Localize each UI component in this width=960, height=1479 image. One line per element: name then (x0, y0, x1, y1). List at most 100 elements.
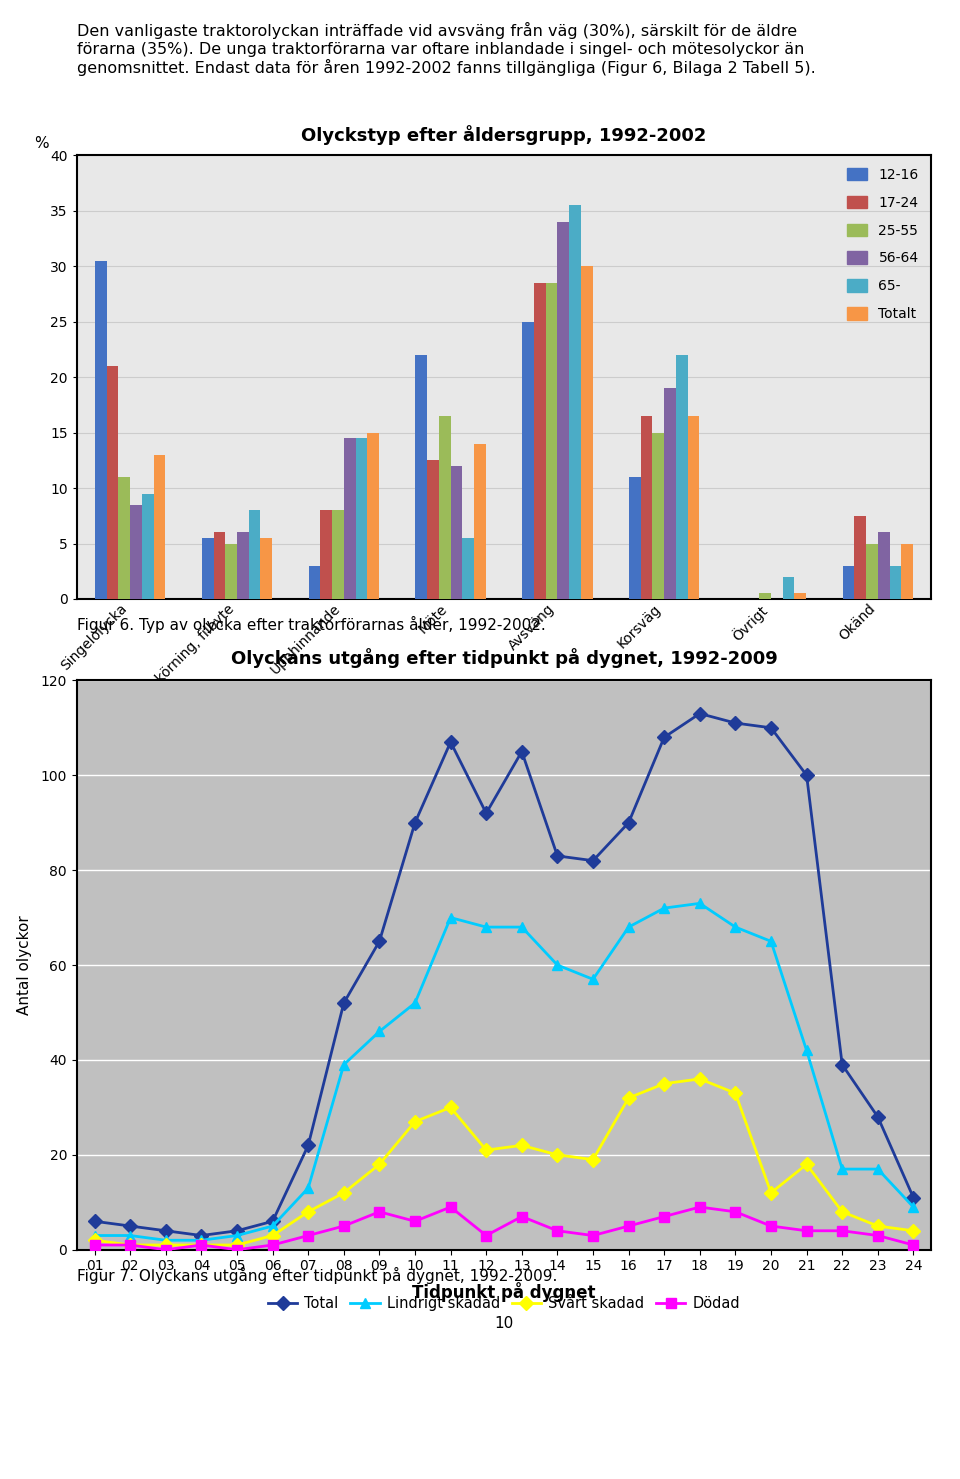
Svårt skadad (302, 1202, 314, 1220)
Total (196, 1226, 207, 1244)
Lindrigt skadad (480, 918, 492, 936)
Legend: 12-16, 17-24, 25-55, 56-64, 65-, Totalt: 12-16, 17-24, 25-55, 56-64, 65-, Totalt (841, 163, 924, 327)
Legend: Total, Lindrigt skadad, Svårt skadad, Dödad: Total, Lindrigt skadad, Svårt skadad, Dö… (262, 1290, 746, 1316)
Svårt skadad (338, 1185, 349, 1202)
Bar (332, 510, 344, 599)
Svårt skadad (160, 1236, 172, 1254)
Total (409, 813, 420, 831)
Bar (877, 532, 890, 599)
Dödad (765, 1217, 777, 1235)
Bar (569, 206, 581, 599)
Dödad (694, 1198, 706, 1216)
Lindrigt skadad (588, 970, 599, 988)
Svårt skadad (659, 1075, 670, 1093)
Lindrigt skadad (338, 1056, 349, 1074)
Lindrigt skadad (694, 895, 706, 913)
Bar (629, 476, 640, 599)
Bar (795, 593, 806, 599)
Bar (545, 282, 558, 599)
Total (480, 805, 492, 822)
Lindrigt skadad (196, 1232, 207, 1250)
Text: Figur 7. Olyckans utgång efter tidpunkt på dygnet, 1992-2009.: Figur 7. Olyckans utgång efter tidpunkt … (77, 1268, 557, 1284)
Bar (522, 321, 534, 599)
Dödad (480, 1226, 492, 1244)
Svårt skadad (125, 1236, 136, 1254)
Lindrigt skadad (444, 908, 456, 926)
Lindrigt skadad (730, 918, 741, 936)
Total (694, 704, 706, 722)
Bar (687, 416, 700, 599)
Dödad (444, 1198, 456, 1216)
Lindrigt skadad (160, 1232, 172, 1250)
Bar (664, 387, 676, 599)
Bar (439, 416, 450, 599)
Dödad (872, 1226, 883, 1244)
Total (588, 852, 599, 870)
Svårt skadad (516, 1136, 528, 1154)
Dödad (160, 1241, 172, 1259)
Total (836, 1056, 848, 1074)
Bar (260, 538, 273, 599)
Line: Total: Total (89, 708, 919, 1241)
Bar (653, 433, 664, 599)
Total (89, 1213, 101, 1231)
Svårt skadad (765, 1185, 777, 1202)
Svårt skadad (231, 1236, 243, 1254)
Title: Olyckstyp efter åldersgrupp, 1992-2002: Olyckstyp efter åldersgrupp, 1992-2002 (301, 126, 707, 145)
Svårt skadad (801, 1155, 812, 1173)
Total (872, 1108, 883, 1126)
Bar (843, 565, 854, 599)
Bar (866, 544, 877, 599)
Bar (759, 593, 771, 599)
Svårt skadad (907, 1222, 919, 1239)
Bar (782, 577, 795, 599)
Lindrigt skadad (659, 899, 670, 917)
Dödad (907, 1236, 919, 1254)
Bar (640, 416, 653, 599)
Total (125, 1217, 136, 1235)
Svårt skadad (373, 1155, 385, 1173)
Lindrigt skadad (516, 918, 528, 936)
Bar (890, 565, 901, 599)
Total (623, 813, 635, 831)
Lindrigt skadad (373, 1022, 385, 1040)
Bar (237, 532, 249, 599)
Bar (581, 266, 592, 599)
Bar (474, 444, 486, 599)
Bar (213, 532, 226, 599)
Svårt skadad (623, 1089, 635, 1106)
Total (267, 1213, 278, 1231)
Lindrigt skadad (231, 1226, 243, 1244)
Total (516, 742, 528, 760)
Bar (463, 538, 474, 599)
Lindrigt skadad (872, 1160, 883, 1177)
Svårt skadad (196, 1236, 207, 1254)
Bar (142, 494, 154, 599)
Text: Figur 6. Typ av olycka efter traktorförarnas ålder, 1992-2002.: Figur 6. Typ av olycka efter traktorföra… (77, 617, 545, 633)
Svårt skadad (89, 1232, 101, 1250)
Lindrigt skadad (409, 994, 420, 1012)
Bar (226, 544, 237, 599)
Svårt skadad (444, 1099, 456, 1117)
Total (801, 766, 812, 784)
Total (907, 1189, 919, 1207)
Line: Dödad: Dödad (89, 1202, 919, 1254)
Total (231, 1222, 243, 1239)
Dödad (836, 1222, 848, 1239)
Dödad (588, 1226, 599, 1244)
Lindrigt skadad (836, 1160, 848, 1177)
Bar (427, 460, 439, 599)
Bar (368, 433, 379, 599)
Total (730, 714, 741, 732)
Dödad (125, 1236, 136, 1254)
Total (659, 729, 670, 747)
Text: 10: 10 (494, 1316, 514, 1331)
Svårt skadad (730, 1084, 741, 1102)
Bar (558, 222, 569, 599)
Lindrigt skadad (623, 918, 635, 936)
Bar (202, 538, 213, 599)
Bar (355, 438, 368, 599)
Dödad (231, 1241, 243, 1259)
Bar (344, 438, 355, 599)
Line: Lindrigt skadad: Lindrigt skadad (89, 899, 919, 1245)
